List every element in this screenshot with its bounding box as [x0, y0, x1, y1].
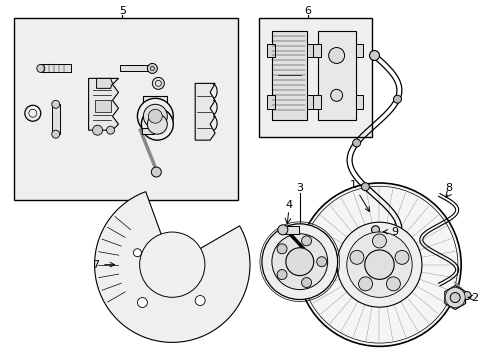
Circle shape: [271, 234, 327, 289]
Circle shape: [133, 249, 141, 257]
Circle shape: [336, 222, 421, 307]
Circle shape: [358, 277, 372, 291]
Circle shape: [372, 234, 386, 248]
Circle shape: [37, 64, 45, 72]
Circle shape: [150, 67, 154, 71]
Circle shape: [369, 50, 379, 60]
Circle shape: [316, 257, 326, 267]
Circle shape: [147, 114, 167, 134]
Polygon shape: [195, 84, 215, 140]
Circle shape: [352, 139, 360, 147]
Bar: [14, 18, 238, 200]
Circle shape: [285, 248, 313, 276]
Bar: [266, 44, 274, 58]
Polygon shape: [271, 31, 306, 120]
Bar: [282, 226, 298, 234]
Circle shape: [148, 109, 162, 123]
Circle shape: [92, 125, 102, 135]
Circle shape: [328, 48, 344, 63]
Circle shape: [152, 77, 164, 89]
Circle shape: [147, 63, 157, 73]
Circle shape: [462, 292, 470, 300]
Bar: [259, 18, 371, 137]
Text: 7: 7: [92, 260, 114, 270]
Circle shape: [52, 100, 60, 108]
Bar: [355, 44, 362, 58]
Text: 2: 2: [467, 293, 478, 302]
Circle shape: [371, 226, 379, 234]
Bar: [355, 95, 362, 109]
Circle shape: [346, 232, 411, 297]
Circle shape: [349, 250, 363, 264]
Circle shape: [106, 126, 114, 134]
Bar: [306, 44, 313, 58]
Circle shape: [393, 95, 401, 103]
Polygon shape: [96, 78, 112, 88]
Circle shape: [262, 224, 337, 300]
Text: 8: 8: [445, 183, 452, 193]
Circle shape: [394, 250, 408, 264]
Text: 1: 1: [349, 180, 369, 212]
Text: 6: 6: [304, 6, 311, 15]
Circle shape: [52, 130, 60, 138]
Circle shape: [195, 296, 205, 306]
Circle shape: [277, 244, 286, 254]
Circle shape: [137, 98, 173, 134]
Polygon shape: [317, 31, 355, 120]
Circle shape: [386, 277, 400, 291]
Bar: [312, 44, 320, 58]
Circle shape: [137, 298, 147, 307]
Circle shape: [330, 89, 342, 101]
Bar: [266, 95, 274, 109]
Circle shape: [140, 232, 204, 297]
Bar: [306, 95, 313, 109]
Bar: [142, 128, 154, 134]
Polygon shape: [94, 192, 249, 342]
Bar: [94, 100, 110, 112]
Polygon shape: [88, 78, 118, 130]
Text: 3: 3: [296, 183, 303, 193]
Circle shape: [277, 225, 287, 235]
Polygon shape: [444, 285, 465, 310]
Circle shape: [151, 167, 161, 177]
Circle shape: [301, 236, 311, 246]
Text: 5: 5: [119, 6, 126, 15]
Circle shape: [141, 108, 173, 140]
Text: 4: 4: [285, 200, 292, 210]
Bar: [143, 96, 167, 124]
Bar: [41, 64, 71, 72]
Circle shape: [277, 270, 286, 280]
Bar: [52, 104, 60, 134]
Circle shape: [301, 278, 311, 288]
Circle shape: [449, 293, 459, 302]
Circle shape: [143, 104, 167, 128]
Circle shape: [297, 183, 460, 346]
Bar: [120, 66, 152, 71]
Text: 9: 9: [383, 227, 397, 237]
Circle shape: [361, 183, 368, 191]
Circle shape: [364, 250, 393, 279]
Bar: [312, 95, 320, 109]
Circle shape: [444, 288, 464, 307]
